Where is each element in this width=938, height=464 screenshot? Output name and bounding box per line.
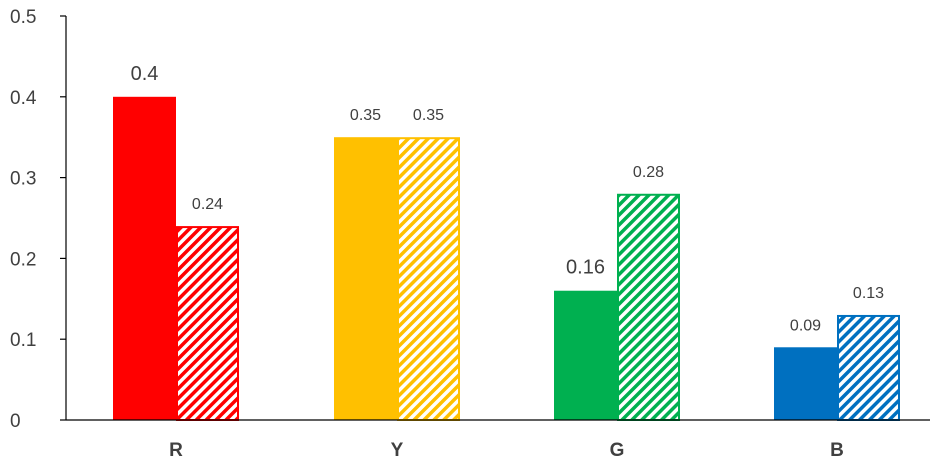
data-label: 0.16: [566, 257, 605, 279]
y-tick-label: 0: [10, 411, 21, 432]
data-label: 0.35: [350, 107, 381, 124]
bar-r-solid: [113, 96, 176, 421]
bar-b-solid: [774, 347, 837, 420]
y-tick-label: 0.2: [10, 249, 36, 270]
data-label: 0.09: [790, 317, 821, 334]
x-tick-label: R: [169, 440, 183, 461]
x-tick-label: Y: [391, 440, 404, 461]
bar-y-solid: [334, 137, 397, 420]
y-axis: 0 0.1 0.2 0.3 0.4 0.5: [10, 7, 67, 432]
bar-g-hatched: [617, 193, 680, 421]
x-tick-label: G: [610, 440, 625, 461]
bars: [113, 96, 900, 421]
bar-r-hatched: [176, 226, 239, 421]
y-tick-label: 0.5: [10, 7, 36, 28]
bar-y-hatched: [397, 137, 460, 421]
data-label: 0.35: [413, 107, 444, 124]
bar-b-hatched: [837, 314, 900, 421]
data-label: 0.24: [192, 196, 223, 213]
data-labels: 0.4 0.24 0.35 0.35 0.16 0.28 0.09 0.13: [131, 63, 885, 334]
data-label: 0.28: [633, 164, 664, 181]
y-tick-label: 0.3: [10, 169, 36, 190]
data-label: 0.4: [131, 63, 159, 85]
x-tick-label: B: [830, 440, 844, 461]
bar-g-solid: [554, 290, 617, 420]
y-tick-label: 0.1: [10, 330, 36, 351]
data-label: 0.13: [853, 285, 884, 302]
y-tick-label: 0.4: [10, 88, 37, 109]
